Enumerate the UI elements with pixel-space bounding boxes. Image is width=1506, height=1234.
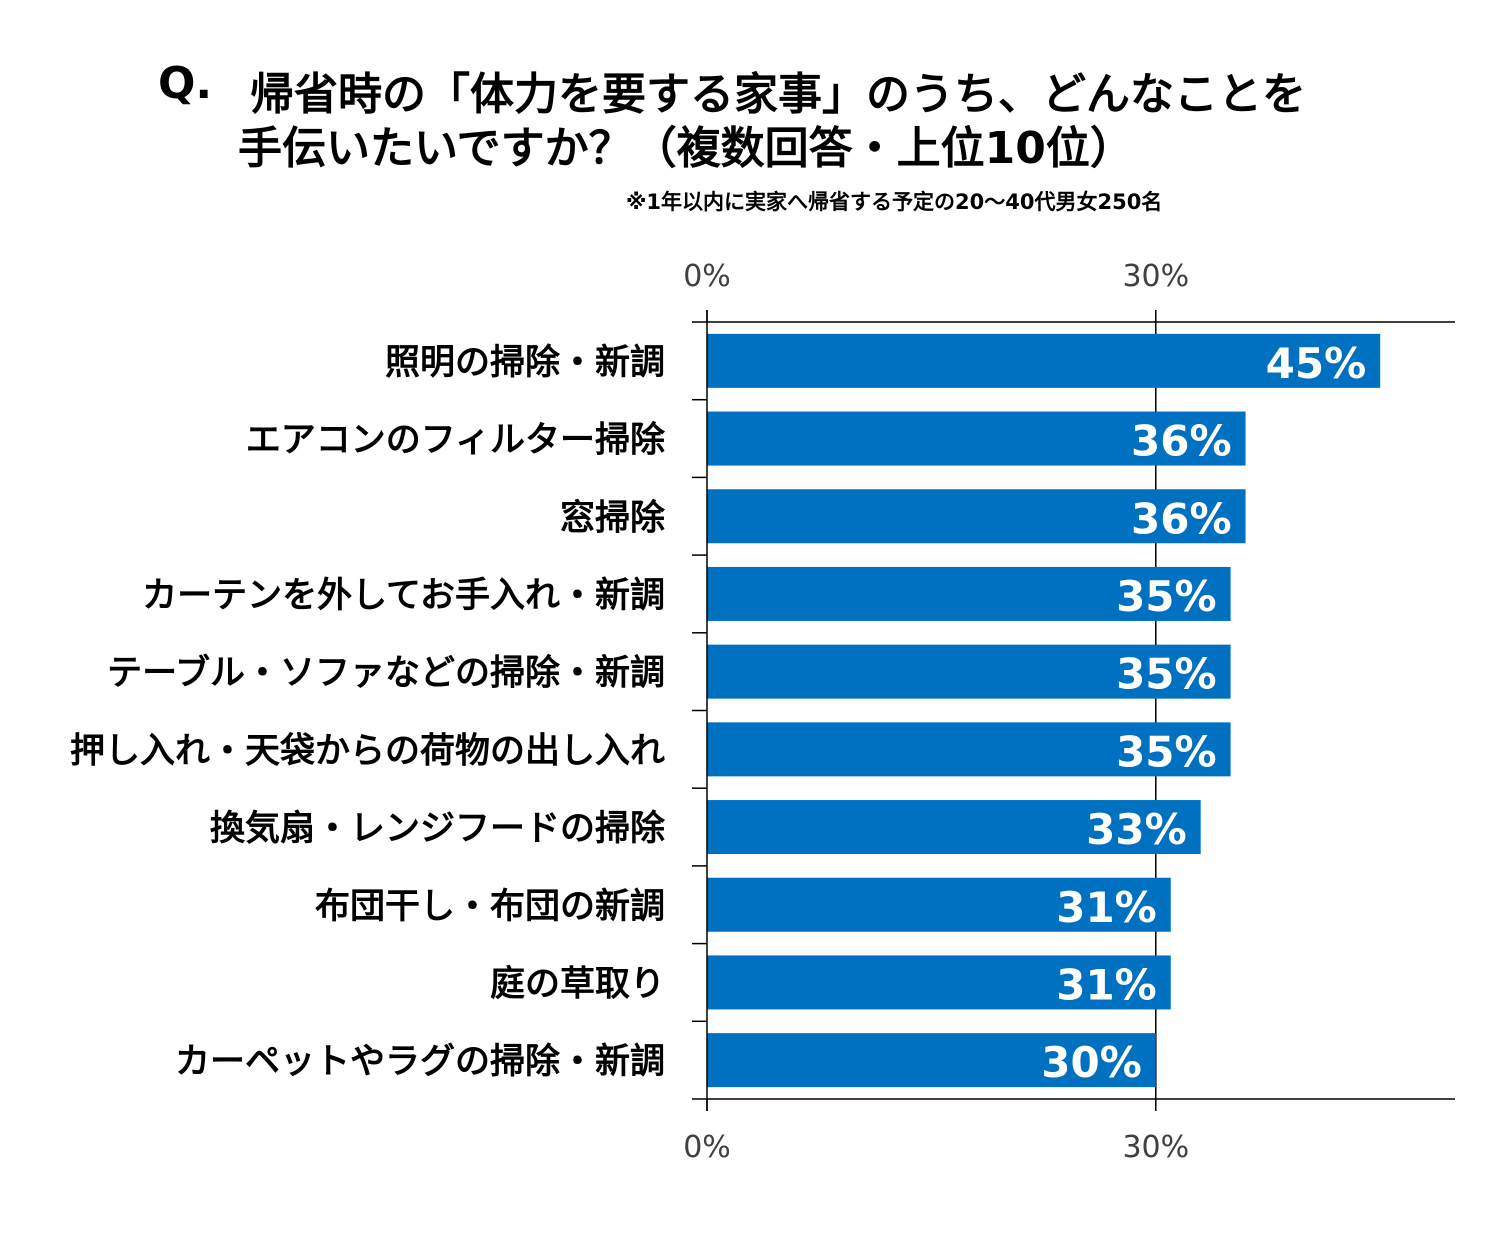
bar-2 [707,489,1246,544]
bar-4 [707,644,1231,699]
category-label-3: カーテンを外してお手入れ・新調 [142,576,665,616]
category-label-7: 布団干し・布団の新調 [315,887,665,927]
bar-3 [707,566,1231,621]
top-tick-label-30: 30% [1122,259,1189,294]
sample-note: ※1年以内に実家へ帰省する予定の20～40代男女250名 [626,190,1163,214]
category-label-2: 窓掃除 [560,498,666,538]
bar-7 [707,877,1171,932]
bottom-tick-label-0: 0% [683,1130,731,1165]
data-label-4: 35% [1116,650,1217,699]
title-line-1: 帰省時の「体力を要する家事」のうち、どんなことを [250,69,1306,120]
data-label-5: 35% [1116,727,1217,776]
bar-5 [707,722,1231,777]
category-label-6: 換気扇・レンジフードの掃除 [210,809,666,849]
category-label-9: カーペットやラグの掃除・新調 [175,1042,665,1082]
question-mark: Q. [158,58,213,109]
data-label-9: 30% [1041,1038,1142,1087]
data-label-6: 33% [1086,805,1187,854]
data-label-2: 36% [1131,494,1232,543]
category-label-0: 照明の掃除・新調 [385,343,665,383]
top-tick-label-0: 0% [683,259,731,294]
bar-1 [707,411,1246,466]
bar-8 [707,955,1171,1010]
bar-0 [707,333,1381,388]
data-label-1: 36% [1131,417,1232,466]
category-label-5: 押し入れ・天袋からの荷物の出し入れ [70,731,665,771]
category-label-4: テーブル・ソファなどの掃除・新調 [107,653,665,694]
data-label-7: 31% [1056,883,1157,932]
title-line-2: 手伝いたいですか？（複数回答・上位10位） [238,123,1134,174]
data-label-3: 35% [1116,572,1217,621]
data-label-0: 45% [1266,339,1367,388]
category-label-8: 庭の草取り [490,963,665,1004]
category-label-1: エアコンのフィルター掃除 [246,421,666,461]
bar-9 [707,1033,1156,1088]
bar-6 [707,800,1201,855]
bottom-tick-label-30: 30% [1122,1130,1189,1165]
data-label-8: 31% [1056,960,1157,1009]
